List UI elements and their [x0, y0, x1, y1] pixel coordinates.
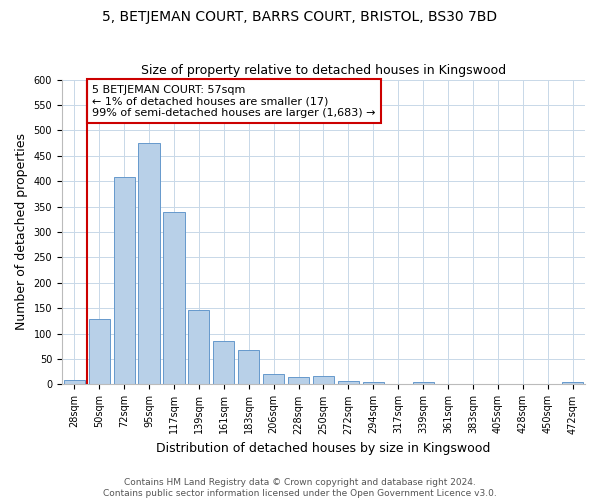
Bar [413, 382, 434, 384]
Bar [338, 381, 359, 384]
X-axis label: Distribution of detached houses by size in Kingswood: Distribution of detached houses by size … [156, 442, 491, 455]
Bar [89, 320, 110, 384]
Bar [313, 376, 334, 384]
Bar [562, 382, 583, 384]
Bar [362, 382, 384, 384]
Title: Size of property relative to detached houses in Kingswood: Size of property relative to detached ho… [141, 64, 506, 77]
Bar [113, 177, 135, 384]
Bar [288, 378, 309, 384]
Y-axis label: Number of detached properties: Number of detached properties [15, 134, 28, 330]
Bar [64, 380, 85, 384]
Bar [213, 342, 235, 384]
Text: Contains HM Land Registry data © Crown copyright and database right 2024.
Contai: Contains HM Land Registry data © Crown c… [103, 478, 497, 498]
Bar [139, 143, 160, 384]
Text: 5 BETJEMAN COURT: 57sqm
← 1% of detached houses are smaller (17)
99% of semi-det: 5 BETJEMAN COURT: 57sqm ← 1% of detached… [92, 84, 376, 118]
Bar [163, 212, 185, 384]
Text: 5, BETJEMAN COURT, BARRS COURT, BRISTOL, BS30 7BD: 5, BETJEMAN COURT, BARRS COURT, BRISTOL,… [103, 10, 497, 24]
Bar [263, 374, 284, 384]
Bar [188, 310, 209, 384]
Bar [238, 350, 259, 384]
